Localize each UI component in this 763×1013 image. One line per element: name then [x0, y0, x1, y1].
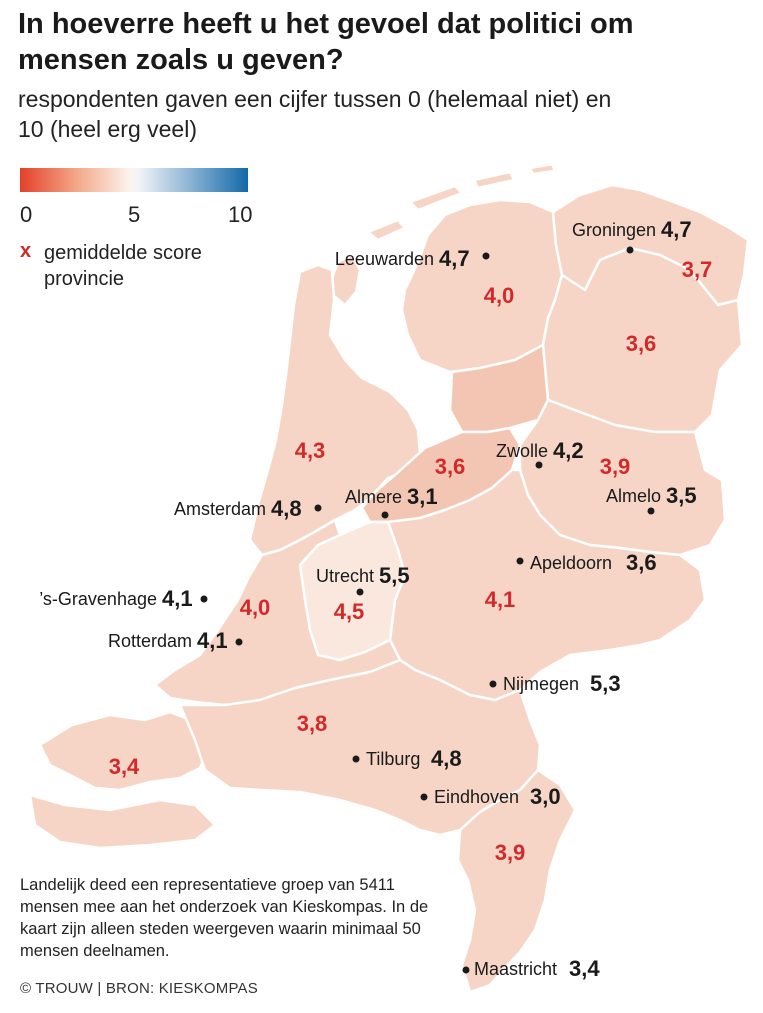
city-dot-almelo	[647, 507, 655, 515]
city-dot-utrecht	[356, 588, 364, 596]
city-dot-zwolle	[535, 461, 543, 469]
city-name-leeuwarden: Leeuwarden	[335, 249, 434, 269]
island-ameland	[472, 170, 516, 190]
province-zeeland	[38, 710, 212, 792]
province-friesland	[400, 198, 564, 374]
province-score-noord-holland: 4,3	[295, 438, 326, 463]
city-dot-apeldoorn	[516, 557, 524, 565]
island-schiermonnikoog	[528, 162, 557, 176]
city-name-utrecht: Utrecht	[316, 566, 374, 586]
svg-text:Groningen: Groningen	[572, 220, 656, 240]
city-score-tilburg: 4,8	[431, 746, 462, 771]
city-name-nijmegen: Nijmegen	[503, 674, 579, 694]
city-name-eindhoven: Eindhoven	[434, 787, 519, 807]
city-name-apeldoorn: Apeldoorn	[530, 553, 612, 573]
province-score-marker: x	[20, 240, 32, 262]
island-vlieland	[366, 218, 407, 242]
scale-tick-max: 10	[228, 202, 253, 227]
city-name-den-haag: ’s-Gravenhage	[39, 589, 157, 609]
province-score-groningen: 3,7	[682, 257, 713, 282]
province-score-legend-label: gemiddelde score provincie	[44, 242, 202, 290]
island-terschelling	[408, 184, 464, 212]
city-name-almelo: Almelo	[606, 486, 661, 506]
scale-tick-min: 0	[20, 202, 33, 227]
city-score-nijmegen: 5,3	[590, 671, 621, 696]
city-dot-amsterdam	[314, 504, 322, 512]
province-score-flevoland: 3,6	[435, 454, 466, 479]
map-subtitle: respondenten gaven een cijfer tussen 0 (…	[18, 86, 612, 142]
city-name-rotterdam: Rotterdam	[108, 631, 192, 651]
province-score-drenthe: 3,6	[626, 331, 657, 356]
city-name-almere: Almere	[345, 487, 402, 507]
city-score-apeldoorn: 3,6	[626, 550, 657, 575]
city-score-utrecht: 5,5	[379, 563, 410, 588]
city-name-groningen: Groningen	[572, 220, 656, 240]
city-name-tilburg: Tilburg	[366, 749, 420, 769]
city-dot-nijmegen	[489, 680, 497, 688]
province-drenthe	[541, 246, 744, 434]
province-score-utrecht: 4,5	[334, 599, 365, 624]
province-score-gelderland: 4,1	[485, 587, 516, 612]
city-dot-den-haag	[200, 595, 208, 603]
footnote: Landelijk deed een representatieve groep…	[20, 876, 429, 960]
map-title: In hoeverre heeft u het gevoel dat polit…	[18, 8, 634, 76]
city-name-zwolle: Zwolle	[496, 441, 548, 461]
province-score-zuid-holland: 4,0	[240, 595, 271, 620]
city-name-maastricht: Maastricht	[474, 959, 557, 979]
city-dot-eindhoven	[420, 793, 428, 801]
source-credit: © TROUW | BRON: KIESKOMPAS	[20, 980, 258, 997]
province-score-limburg: 3,9	[495, 840, 526, 865]
city-dot-leeuwarden	[482, 252, 490, 260]
province-limburg	[456, 768, 577, 994]
city-score-amsterdam: 4,8	[271, 496, 302, 521]
city-dot-groningen	[626, 246, 634, 254]
city-dot-rotterdam	[235, 638, 243, 646]
province-score-noord-brabant: 3,8	[297, 711, 328, 736]
province-score-overijssel: 3,9	[600, 454, 631, 479]
city-score-rotterdam: 4,1	[197, 628, 228, 653]
province-score-friesland: 4,0	[484, 283, 515, 308]
city-score-leeuwarden: 4,7	[439, 246, 470, 271]
city-score-maastricht: 3,4	[569, 956, 600, 981]
city-score-eindhoven: 3,0	[530, 784, 561, 809]
city-score-den-haag: 4,1	[162, 586, 193, 611]
province-noord-holland	[248, 263, 422, 557]
color-scale-bar	[20, 168, 248, 192]
city-score-almelo: 3,5	[666, 483, 697, 508]
city-score-groningen: 4,7	[661, 217, 692, 242]
province-score-zeeland: 3,4	[109, 754, 140, 779]
scale-tick-mid: 5	[128, 202, 141, 227]
city-score-almere: 3,1	[407, 484, 438, 509]
city-score-zwolle: 4,2	[553, 438, 584, 463]
province-zeeland-flanders	[28, 793, 217, 850]
city-dot-maastricht	[462, 966, 470, 974]
city-dot-tilburg	[352, 755, 360, 763]
city-name-amsterdam: Amsterdam	[174, 499, 266, 519]
city-dot-almere	[381, 511, 389, 519]
